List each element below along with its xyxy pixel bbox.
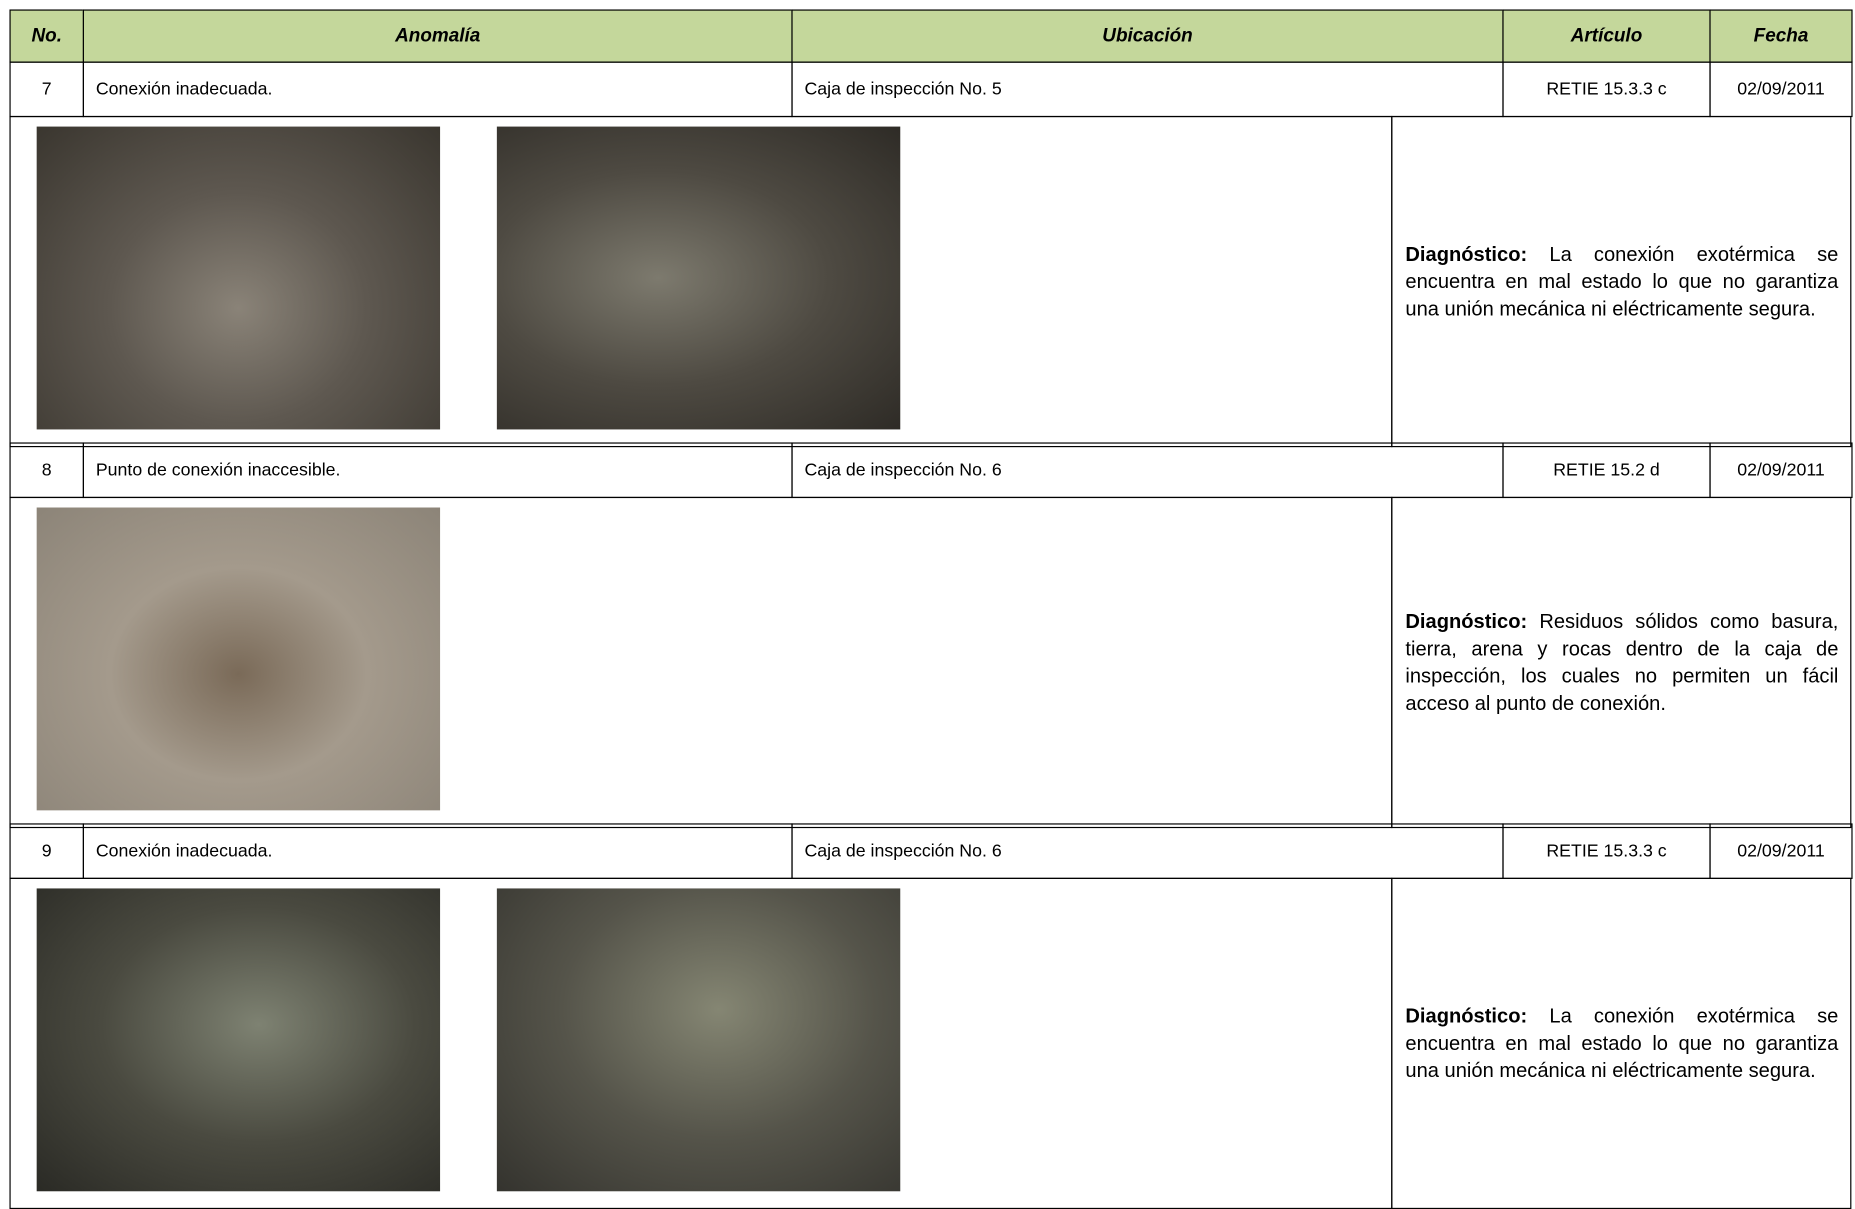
diagnosis: La conexión exotérmica se encuentra en m…	[1405, 1004, 1839, 1082]
row-cell: RETIE 15.3.3 c	[1502, 823, 1711, 879]
row-cell: RETIE 15.2 d	[1502, 442, 1711, 499]
header-cell: Fecha	[1709, 9, 1853, 63]
photo	[496, 126, 901, 430]
diagnosis-cell: Diagnóstico: Residuos sólidos como basur…	[1391, 496, 1852, 829]
row-cell: 02/09/2011	[1709, 442, 1853, 499]
diagnosis-text: Diagnóstico: La conexión exotérmica se e…	[1405, 1003, 1838, 1085]
row-cell: 02/09/2011	[1709, 61, 1853, 118]
diagnosis: La conexión exotérmica se encuentra en m…	[1405, 243, 1839, 321]
photo	[36, 888, 441, 1192]
diagnosis-label: Diagnóstico:	[1405, 610, 1528, 633]
diagnosis-label: Diagnóstico:	[1405, 243, 1528, 266]
row-cell: Conexión inadecuada.	[82, 823, 793, 879]
header-cell: Ubicación	[791, 9, 1504, 63]
diagnosis-text: Diagnóstico: Residuos sólidos como basur…	[1405, 608, 1838, 717]
row-cell: RETIE 15.3.3 c	[1502, 61, 1711, 118]
diagnosis-label: Diagnóstico:	[1405, 1004, 1528, 1028]
row-cell: 9	[9, 823, 84, 879]
header-cell: Anomalía	[82, 9, 793, 63]
photo	[36, 507, 441, 811]
diagnosis-cell: Diagnóstico: La conexión exotérmica se e…	[1391, 115, 1852, 448]
row-cell: Caja de inspección No. 6	[791, 442, 1504, 499]
diagnosis: Residuos sólidos como basura, tierra, ar…	[1405, 610, 1839, 715]
photo	[496, 888, 901, 1192]
row-cell: 02/09/2011	[1709, 823, 1853, 879]
row-cell: Punto de conexión inaccesible.	[82, 442, 793, 499]
photo	[36, 126, 441, 430]
row-cell: Caja de inspección No. 6	[791, 823, 1504, 879]
diagnosis-text: Diagnóstico: La conexión exotérmica se e…	[1405, 241, 1838, 323]
header-cell: Artículo	[1502, 9, 1711, 63]
row-cell: 8	[9, 442, 84, 499]
row-cell: Caja de inspección No. 5	[791, 61, 1504, 118]
header-cell: No.	[9, 9, 84, 63]
diagnosis-cell: Diagnóstico: La conexión exotérmica se e…	[1391, 877, 1852, 1209]
row-cell: 7	[9, 61, 84, 118]
row-cell: Conexión inadecuada.	[82, 61, 793, 118]
